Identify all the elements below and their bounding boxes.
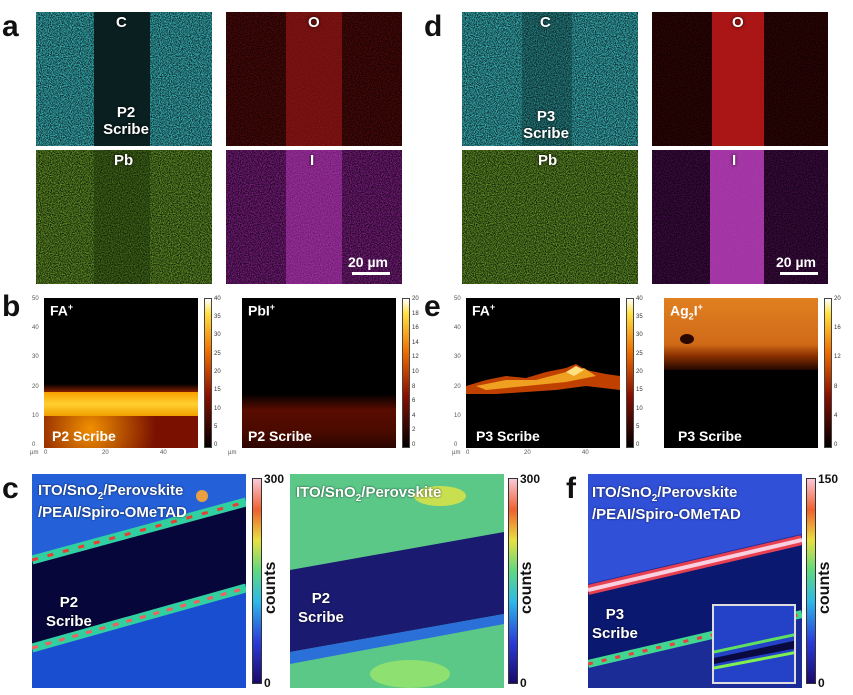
- colorbar-min: 0: [520, 676, 527, 690]
- scribe-caption: P3 Scribe: [476, 428, 540, 444]
- y-axis-ticks-e: 50 40 30 20 10 0: [454, 296, 461, 448]
- inset-pl-map: [712, 604, 796, 684]
- colorbar-min: 0: [264, 676, 271, 690]
- element-label-o: O: [308, 14, 320, 31]
- colorbar-fa-p2: [204, 298, 212, 448]
- tof-sims-map-fa-p3: FA+ P3 Scribe: [466, 298, 620, 448]
- colorbar-max: 300: [264, 472, 285, 486]
- panel-letter-b: b: [2, 290, 21, 323]
- eds-map-carbon-p3: C P3 Scribe: [462, 12, 638, 146]
- scale-bar-label: 20 µm: [776, 254, 816, 270]
- colorbar-axis-label: counts: [816, 561, 833, 614]
- scale-bar: [352, 272, 390, 275]
- scribe-caption: P2 Scribe: [52, 428, 116, 444]
- element-label-pb: Pb: [114, 152, 134, 169]
- eds-map-oxygen-p3: O: [652, 12, 828, 146]
- tof-sims-map-fa-p2: FA+ P2 Scribe: [44, 298, 198, 448]
- scribe-caption: P2 Scribe: [248, 428, 312, 444]
- scribe-label: P2 Scribe: [103, 104, 149, 139]
- panel-letter-c: c: [2, 472, 19, 505]
- colorbar-fa-p3: [626, 298, 634, 448]
- colorbar-ticks: 20 16 12 8 4 0: [834, 296, 841, 448]
- pl-stack-title: ITO/SnO2/Perovskite/PEAI/Spiro-OMeTAD: [38, 482, 187, 521]
- tof-sims-map-pbi-p2: PbI+ P2 Scribe: [242, 298, 396, 448]
- colorbar-min: 0: [818, 676, 825, 690]
- eds-map-lead-p3: Pb: [462, 150, 638, 284]
- panel-letter-e: e: [424, 290, 441, 323]
- scale-bar-label: 20 µm: [348, 254, 388, 270]
- panel-letter-a: a: [2, 10, 19, 43]
- colorbar-pbi-p2: [402, 298, 410, 448]
- element-label-o: O: [732, 14, 744, 31]
- colorbar-ticks: 40 35 30 25 20 15 10 5 0: [636, 296, 643, 448]
- pl-stack-title: ITO/SnO2/Perovskite: [296, 484, 442, 504]
- ion-label: Ag2I+: [670, 302, 703, 322]
- element-label-c: C: [540, 14, 551, 31]
- pl-map-perovskite-p2: ITO/SnO2/Perovskite P2 Scribe: [290, 474, 504, 688]
- eds-map-iodine-p3: I 20 µm: [652, 150, 828, 284]
- scribe-label: P3 Scribe: [592, 606, 638, 642]
- ion-label: FA+: [50, 302, 74, 319]
- eds-map-oxygen-p2: O: [226, 12, 402, 146]
- ion-label: PbI+: [248, 302, 276, 319]
- colorbar-pl-c2: [508, 478, 518, 684]
- element-label-pb: Pb: [538, 152, 558, 169]
- colorbar-axis-label: counts: [262, 561, 279, 614]
- colorbar-pl-c1: [252, 478, 262, 684]
- scribe-label: P3 Scribe: [523, 108, 569, 143]
- pl-stack-title: ITO/SnO2/Perovskite/PEAI/Spiro-OMeTAD: [592, 484, 741, 523]
- colorbar-max: 300: [520, 472, 541, 486]
- colorbar-ag2i-p3: [824, 298, 832, 448]
- scale-bar: [780, 272, 818, 275]
- scribe-caption: P3 Scribe: [678, 428, 742, 444]
- eds-map-lead-p2: Pb: [36, 150, 212, 284]
- element-label-i: I: [310, 152, 315, 169]
- panel-letter-d: d: [424, 10, 443, 43]
- colorbar-max: 150: [818, 472, 839, 486]
- panel-letter-f: f: [566, 472, 576, 505]
- pl-map-full-stack-p3: ITO/SnO2/Perovskite/PEAI/Spiro-OMeTAD P3…: [588, 474, 802, 688]
- eds-map-carbon-p2: C P2 Scribe: [36, 12, 212, 146]
- scribe-label: P2 Scribe: [298, 590, 344, 626]
- tof-sims-map-ag2i-p3: Ag2I+ P3 Scribe: [664, 298, 818, 448]
- colorbar-ticks: 20 18 16 14 12 10 8 6 4 2 0: [412, 296, 419, 448]
- pl-map-full-stack-p2: ITO/SnO2/Perovskite/PEAI/Spiro-OMeTAD P2…: [32, 474, 246, 688]
- eds-map-iodine-p2: I 20 µm: [226, 150, 402, 284]
- ion-label: FA+: [472, 302, 496, 319]
- scribe-label: P2 Scribe: [46, 594, 92, 630]
- x-unit: µm: [30, 450, 39, 456]
- element-label-i: I: [732, 152, 737, 169]
- colorbar-axis-label: counts: [518, 561, 535, 614]
- y-axis-ticks-b: 50 40 30 20 10 0: [32, 296, 39, 448]
- colorbar-pl-f: [806, 478, 816, 684]
- element-label-c: C: [116, 14, 127, 31]
- colorbar-ticks: 40 35 30 25 20 15 10 5 0: [214, 296, 221, 448]
